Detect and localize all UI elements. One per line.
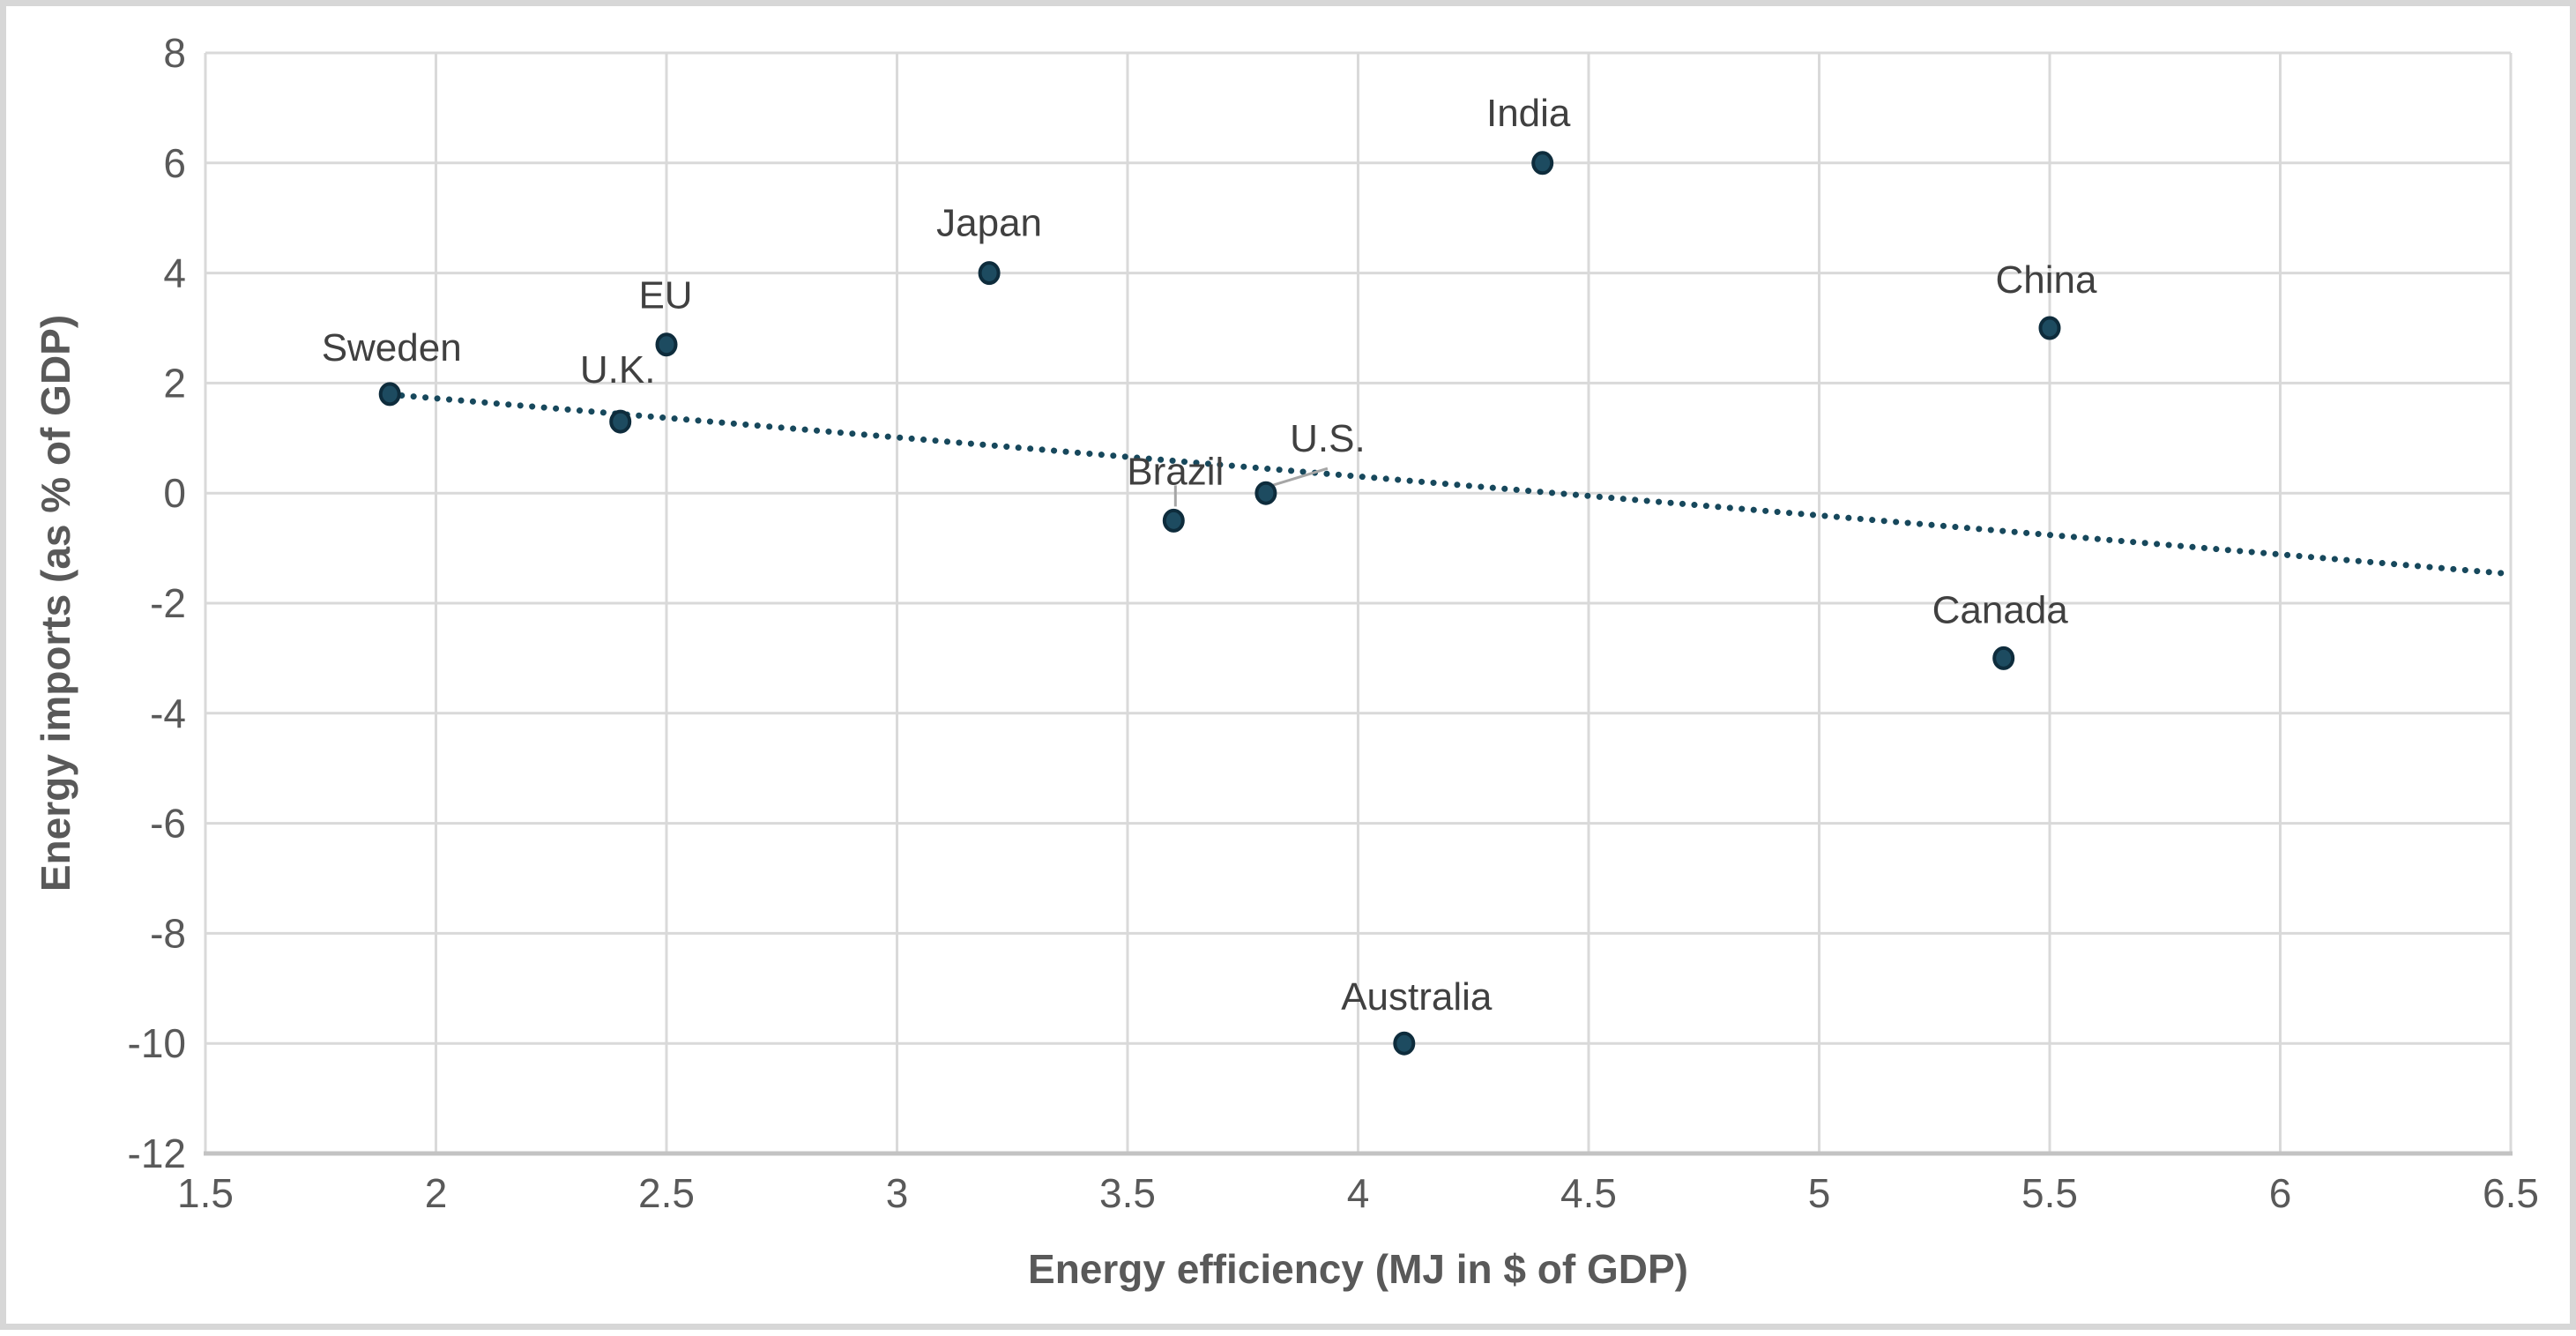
data-label-eu: EU — [638, 274, 692, 317]
y-tick-label-neg10: -10 — [128, 1020, 186, 1066]
data-label-uk: U.K. — [580, 348, 656, 392]
data-label-us: U.S. — [1290, 417, 1366, 460]
data-label-china: China — [1996, 258, 2097, 302]
data-point-canada — [1992, 646, 2015, 670]
y-tick-label-8: 8 — [163, 30, 186, 76]
y-tick-label-neg6: -6 — [150, 801, 186, 847]
data-point-china — [2038, 316, 2061, 340]
x-tick-label-2: 2 — [425, 1170, 448, 1216]
x-axis-ticks: 1.5 2 2.5 3 3.5 4 4.5 5 5.5 6 6.5 — [177, 1170, 2539, 1216]
data-label-canada: Canada — [1932, 588, 2069, 631]
data-point-eu — [655, 332, 678, 357]
x-tick-label-5-5: 5.5 — [2021, 1170, 2078, 1216]
data-label-australia: Australia — [1341, 975, 1493, 1019]
data-label-brazil: Brazil — [1127, 450, 1224, 493]
data-point-us — [1254, 481, 1277, 505]
y-tick-label-neg8: -8 — [150, 910, 186, 956]
leader-line-us — [1272, 466, 1329, 487]
x-tick-label-6-5: 6.5 — [2483, 1170, 2539, 1216]
y-tick-label-0: 0 — [163, 470, 186, 516]
data-point-sweden — [378, 382, 401, 407]
x-tick-label-6: 6 — [2269, 1170, 2292, 1216]
data-point-japan — [978, 261, 1001, 286]
scatter-chart: Sweden U.K. EU Japan India Brazil U.S. China Can… — [33, 30, 2539, 1292]
x-tick-label-4: 4 — [1347, 1170, 1370, 1216]
y-axis-ticks: 8 6 4 2 0 -2 -4 -6 -8 -10 -12 — [128, 30, 186, 1176]
x-tick-label-3: 3 — [886, 1170, 909, 1216]
y-tick-label-neg4: -4 — [150, 690, 186, 736]
y-axis-title: Energy imports (as % of GDP) — [33, 315, 78, 892]
scatter-series: Sweden U.K. EU Japan India Brazil U.S. China Can… — [322, 92, 2097, 1056]
x-tick-label-5: 5 — [1808, 1170, 1831, 1216]
data-point-india — [1531, 151, 1554, 175]
x-tick-label-3-5: 3.5 — [1099, 1170, 1156, 1216]
data-label-japan: Japan — [936, 202, 1042, 245]
x-tick-label-4-5: 4.5 — [1560, 1170, 1617, 1216]
y-tick-label-6: 6 — [163, 140, 186, 186]
data-label-india: India — [1486, 92, 1571, 135]
data-point-uk — [609, 409, 632, 434]
x-tick-label-2-5: 2.5 — [638, 1170, 695, 1216]
data-point-australia — [1393, 1031, 1416, 1056]
y-tick-label-neg12: -12 — [128, 1131, 186, 1176]
x-axis-title: Energy efficiency (MJ in $ of GDP) — [1028, 1246, 1688, 1292]
data-point-brazil — [1162, 508, 1185, 533]
y-tick-label-neg2: -2 — [150, 580, 186, 626]
x-tick-label-1-5: 1.5 — [177, 1170, 234, 1216]
data-label-sweden: Sweden — [322, 326, 462, 369]
y-tick-label-2: 2 — [163, 360, 186, 406]
y-tick-label-4: 4 — [163, 250, 186, 296]
trendline — [386, 391, 2514, 578]
